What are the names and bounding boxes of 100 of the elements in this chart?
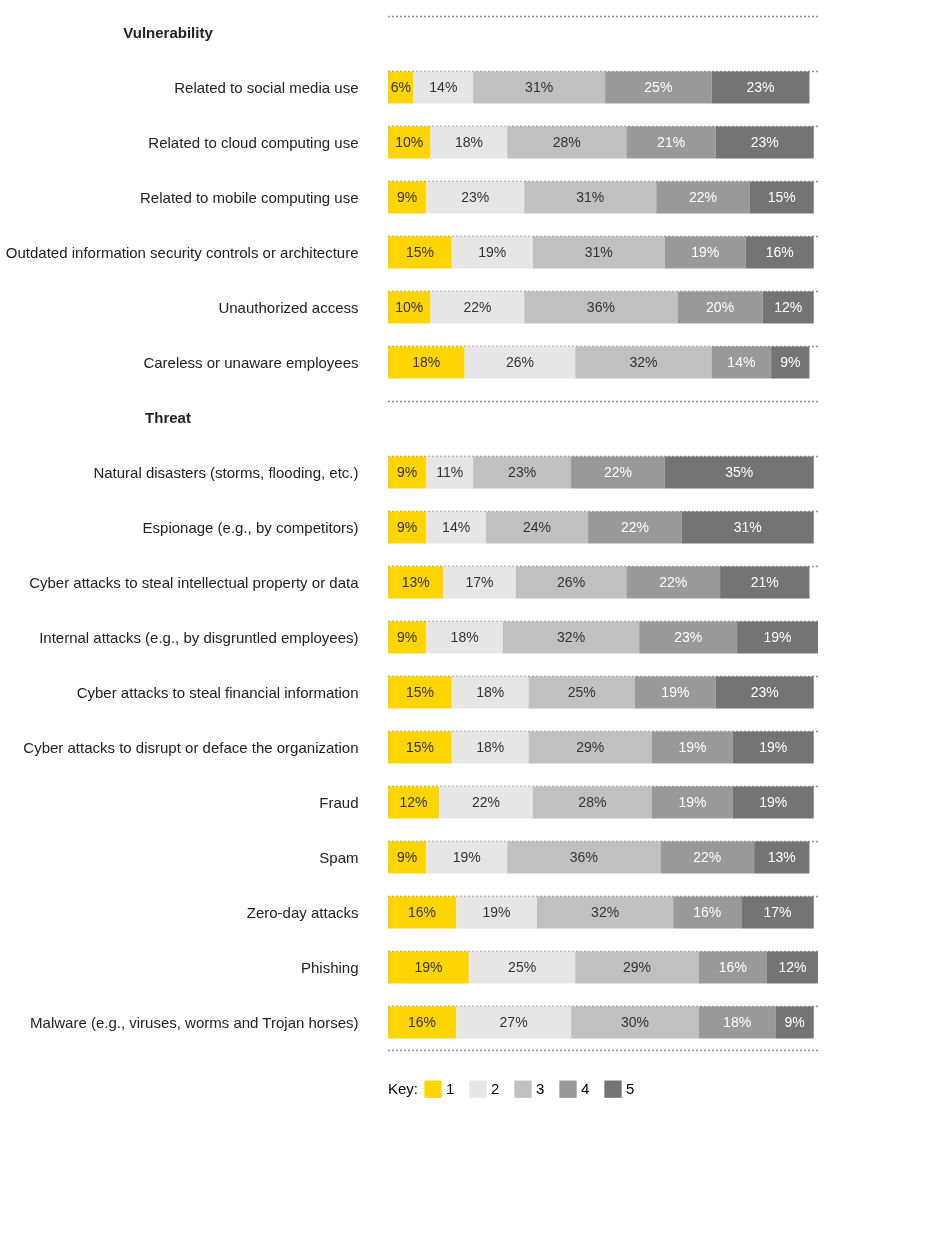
bar [456,896,538,929]
y-tick-label: Espionage (e.g., by competitors) [142,518,359,536]
bar [571,1006,699,1039]
bar [737,621,818,654]
bar [528,731,652,764]
data-label: 28% [578,793,607,810]
y-tick-label: Malware (e.g., viruses, worms and Trojan horses) [30,1013,359,1031]
data-label: 26% [557,573,586,590]
data-label: 23% [461,188,490,205]
y-tick-label: Zero-day attacks [246,903,359,921]
y-tick-label: Fraud [319,793,359,811]
y-tick-label: Related to social media use [174,78,359,96]
data-label: 13% [401,573,430,590]
bar [626,126,716,159]
data-label: 9% [397,188,418,205]
data-label: 29% [576,738,605,755]
data-label: 31% [525,78,554,95]
data-label: 19% [661,683,690,700]
data-label: 22% [463,298,492,315]
data-label: 9% [780,353,801,370]
y-tick-label: Natural disasters (storms, flooding, etc.) [93,463,359,481]
bar [715,126,814,159]
data-label: 19% [691,243,720,260]
data-label: 23% [674,628,703,645]
data-label: 32% [591,903,620,920]
data-label: 29% [623,958,652,975]
data-label: 22% [471,793,500,810]
data-label: 16% [765,243,794,260]
bar [388,676,452,709]
data-label: 14% [429,78,458,95]
bar [507,126,627,159]
data-label: 9% [397,463,418,480]
data-label: 18% [450,628,479,645]
legend-label: 5 [626,1080,635,1098]
data-label: 18% [412,353,441,370]
data-label: 25% [644,78,673,95]
data-label: 20% [706,298,735,315]
legend-label: 2 [491,1080,500,1098]
data-label: 36% [586,298,615,315]
bar [532,786,652,819]
bar [575,951,699,984]
data-label: 18% [476,738,505,755]
bar [528,676,635,709]
y-tick-label: Related to cloud computing use [148,133,359,151]
data-label: 16% [408,903,437,920]
legend-title: Key: [388,1080,419,1097]
bar [388,236,452,269]
data-label: 6% [390,78,411,95]
bar [451,236,533,269]
data-label: 18% [476,683,505,700]
data-label: 27% [499,1013,528,1030]
data-label: 31% [584,243,613,260]
y-tick-label: Careless or unaware employees [143,353,359,371]
data-label: 15% [405,683,434,700]
bar [502,621,640,654]
bar [532,236,665,269]
data-label: 10% [395,298,424,315]
data-label: 24% [522,518,552,535]
bar [575,346,712,379]
bar [741,896,814,929]
bar [507,841,661,874]
data-label: 25% [508,958,537,975]
bar [426,511,486,544]
data-label: 22% [659,573,688,590]
bar [749,181,814,214]
data-label: 14% [442,518,471,535]
data-label: 17% [465,573,494,590]
data-label: 32% [629,353,658,370]
data-label: 9% [784,1013,805,1030]
bar [651,786,733,819]
data-label: 22% [693,848,722,865]
data-label: 26% [505,353,534,370]
data-label: 16% [408,1013,437,1030]
bar [732,786,814,819]
data-label: 13% [767,848,796,865]
bar [473,456,572,489]
data-label: 12% [778,958,807,975]
bar [388,896,457,929]
bar [711,71,810,104]
bar [634,676,716,709]
data-label: 19% [763,628,792,645]
bar [473,71,606,104]
y-tick-label: Spam [319,848,359,866]
data-label: 15% [405,243,434,260]
bar [698,951,767,984]
legend-label: 1 [446,1080,455,1098]
data-label: 9% [397,848,418,865]
data-label: 36% [569,848,598,865]
bar [430,291,525,324]
data-label: 16% [718,958,747,975]
bar [439,786,533,819]
data-label: 19% [678,738,707,755]
bar [464,346,576,379]
bar [468,951,576,984]
bar [745,236,814,269]
data-label: 18% [454,133,483,150]
bar [605,71,712,104]
data-label: 23% [750,683,779,700]
data-label: 10% [395,133,424,150]
data-label: 19% [478,243,507,260]
